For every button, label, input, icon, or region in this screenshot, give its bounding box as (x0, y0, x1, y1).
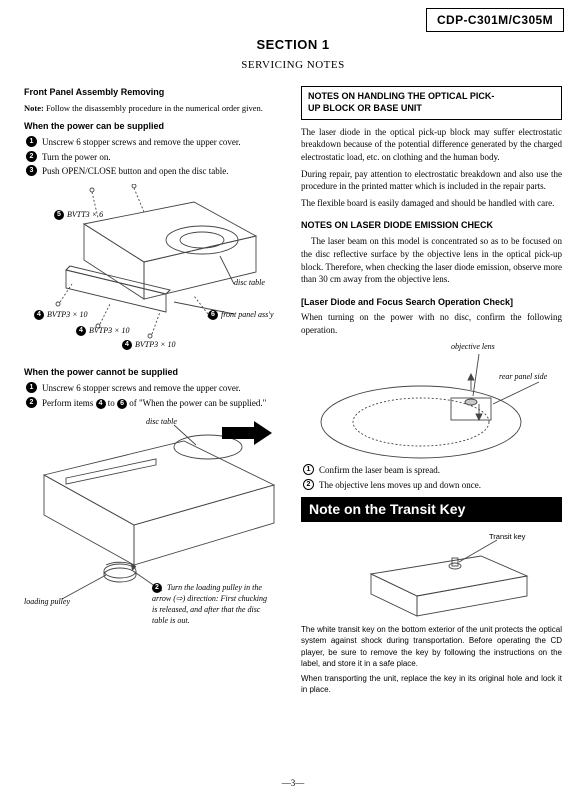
para-4: The laser beam on this model is concentr… (301, 235, 562, 285)
label-bvtt3: 5BVTT3 × 6 (54, 210, 103, 221)
confirm-1: 1Confirm the laser beam is spread. (301, 464, 562, 477)
step-num-1: 1 (26, 136, 37, 147)
power-not-supplied-heading: When the power cannot be supplied (24, 366, 285, 378)
transit-para-2: When transporting the unit, replace the … (301, 673, 562, 695)
label-loading-pulley: loading pulley (24, 597, 70, 608)
step-2-text: Turn the power on. (42, 152, 111, 162)
label-bvtp3-b: 4BVTP3 × 10 (76, 326, 130, 337)
diagram-transit-key: Transit key (301, 528, 562, 624)
label-bvtp3-c: 4BVTP3 × 10 (122, 340, 176, 351)
right-column: NOTES ON HANDLING THE OPTICAL PICK- UP B… (301, 86, 562, 699)
label-objective-lens: objective lens (451, 342, 495, 353)
label-bvtp3-a: 4BVTP3 × 10 (34, 310, 88, 321)
transit-para-1: The white transit key on the bottom exte… (301, 624, 562, 669)
diagram-loading-pulley: disc table loading pulley 2 Turn the loa… (24, 415, 285, 615)
diagram-front-panel: 5BVTT3 × 6 4BVTP3 × 10 4BVTP3 × 10 4BVTP… (24, 184, 285, 352)
label-disc-table-1: disc table (234, 278, 265, 289)
note-label: Note: (24, 103, 44, 113)
label-pulley-note: 2 Turn the loading pulley in the arrow (… (152, 583, 272, 626)
step-1-text: Unscrew 6 stopper screws and remove the … (42, 137, 241, 147)
step2-1-text: Unscrew 6 stopper screws and remove the … (42, 383, 241, 393)
label-transit-key: Transit key (489, 532, 525, 542)
para-1: The laser diode in the optical pick-up b… (301, 126, 562, 164)
section-subtitle: SERVICING NOTES (24, 58, 562, 73)
step-3-text: Push OPEN/CLOSE button and open the disc… (42, 166, 229, 176)
steps-power-supplied: 1 Unscrew 6 stopper screws and remove the… (24, 136, 285, 178)
step-num-3: 3 (26, 165, 37, 176)
two-column-layout: Front Panel Assembly Removing Note: Foll… (24, 86, 562, 699)
para-5: When turning on the power with no disc, … (301, 311, 562, 336)
label-disc-table-2: disc table (146, 417, 177, 428)
transit-key-heading: Note on the Transit Key (301, 497, 562, 522)
label-rear-panel: rear panel side (499, 372, 547, 383)
steps-power-not-supplied: 1Unscrew 6 stopper screws and remove the… (24, 382, 285, 409)
laser-check-heading: NOTES ON LASER DIODE EMISSION CHECK (301, 219, 562, 231)
step2-2-pre: Perform items (42, 398, 96, 408)
confirm-2: 2The objective lens moves up and down on… (301, 479, 562, 492)
left-column: Front Panel Assembly Removing Note: Foll… (24, 86, 285, 699)
label-front-panel: 6front panel ass'y (208, 310, 274, 321)
step-2: 2 Turn the power on. (24, 151, 285, 164)
focus-search-heading: [Laser Diode and Focus Search Operation … (301, 296, 562, 308)
ref-4: 4 (96, 399, 106, 409)
step2-2-mid: to (108, 398, 117, 408)
step2-2: 2 Perform items 4 to 6 of "When the powe… (24, 397, 285, 410)
page-number: —3— (0, 777, 586, 789)
box-line-2: UP BLOCK OR BASE UNIT (308, 103, 422, 113)
box-line-1: NOTES ON HANDLING THE OPTICAL PICK- (308, 91, 494, 101)
confirm-list: 1Confirm the laser beam is spread. 2The … (301, 464, 562, 491)
step2-1: 1Unscrew 6 stopper screws and remove the… (24, 382, 285, 395)
power-supplied-heading: When the power can be supplied (24, 120, 285, 132)
step-3: 3 Push OPEN/CLOSE button and open the dis… (24, 165, 285, 178)
diagram-3-svg (301, 342, 559, 462)
para-3: The flexible board is easily damaged and… (301, 197, 562, 210)
note-text: Follow the disassembly procedure in the … (44, 103, 263, 113)
diagram-objective-lens: objective lens rear panel side (301, 342, 562, 462)
front-panel-heading: Front Panel Assembly Removing (24, 86, 285, 98)
handling-notes-box: NOTES ON HANDLING THE OPTICAL PICK- UP B… (301, 86, 562, 119)
para-2: During repair, pay attention to electros… (301, 168, 562, 193)
note-line: Note: Follow the disassembly procedure i… (24, 103, 285, 114)
ref-6: 6 (117, 399, 127, 409)
step-1: 1 Unscrew 6 stopper screws and remove the… (24, 136, 285, 149)
step-num-2: 2 (26, 151, 37, 162)
model-number-box: CDP-C301M/C305M (426, 8, 564, 32)
section-title: SECTION 1 (24, 36, 562, 54)
step2-2-post: of "When the power can be supplied." (129, 398, 266, 408)
diagram-4-svg (301, 528, 559, 624)
